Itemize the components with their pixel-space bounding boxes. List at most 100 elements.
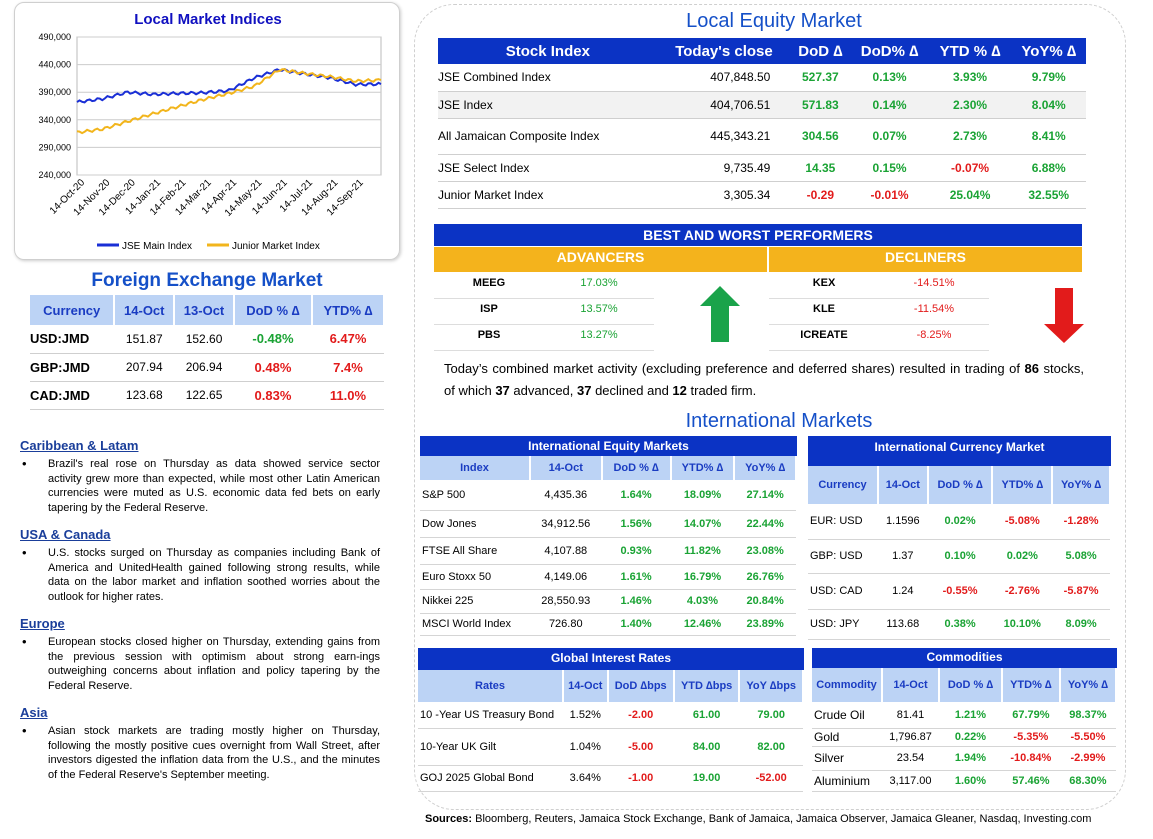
intl-change: 14.07% xyxy=(670,510,735,538)
equity-close: 9,735.49 xyxy=(657,154,791,182)
intl-currency-title: International Currency Market xyxy=(808,436,1111,466)
fx-row: CAD:JMD 123.68 122.65 0.83% 11.0% xyxy=(30,381,384,410)
fx-header-cell: 14-Oct xyxy=(114,295,176,325)
equity-yoy: 32.55% xyxy=(1011,181,1086,209)
fx-ytd: 7.4% xyxy=(312,353,384,382)
intl-name: USD: JPY xyxy=(808,609,878,640)
intl-header-cell: YTD% ∆ xyxy=(992,466,1054,504)
intl-row: Crude Oil 81.41 1.21% 67.79% 98.37% xyxy=(812,702,1116,729)
intl-change: 1.56% xyxy=(601,510,671,538)
commodities-table: Commodity 14-Oct DoD % ∆ YTD% ∆ YoY% ∆ Crude … xyxy=(812,668,1118,792)
intl-header-cell: DoD % ∆ xyxy=(939,668,1003,702)
performer-ticker: KLE xyxy=(813,303,835,315)
intl-value: 4,107.88 xyxy=(530,537,602,565)
intl-header-cell: Currency xyxy=(808,466,879,504)
local-indices-panel: Local Market Indices 490,000 440,000 390,0… xyxy=(14,2,400,260)
intl-header-cell: YoY% ∆ xyxy=(734,456,797,480)
fx-header-cell: 13-Oct xyxy=(174,295,235,325)
intl-row: S&P 500 4,435.36 1.64% 18.09% 27.14% xyxy=(420,480,796,511)
intl-row: 10 -Year US Treasury Bond 1.52% -2.00 61.00… xyxy=(418,702,803,729)
performer-row: KLE -11.54% xyxy=(769,299,989,325)
intl-change: 67.79% xyxy=(1001,702,1060,729)
intl-change: -5.00 xyxy=(607,728,674,766)
performer-row: ICREATE -8.25% xyxy=(769,325,989,351)
intl-row: Dow Jones 34,912.56 1.56% 14.07% 22.44% xyxy=(420,510,796,538)
intl-name: 10 -Year US Treasury Bond xyxy=(418,702,563,729)
intl-name: Nikkei 225 xyxy=(420,589,530,614)
intl-row: Aluminium 3,117.00 1.60% 57.46% 68.30% xyxy=(812,770,1116,792)
intl-change: 1.46% xyxy=(601,589,671,614)
intl-change: 1.61% xyxy=(601,564,671,590)
intl-header-cell: DoD ∆bps xyxy=(607,670,675,702)
y-tick-label: 440,000 xyxy=(38,60,71,70)
intl-change: 12.46% xyxy=(670,613,735,636)
equity-dod: -0.29 xyxy=(790,181,851,209)
intl-change: 1.60% xyxy=(939,770,1002,792)
sources-line: Sources: Bloomberg, Reuters, Jamaica Sto… xyxy=(425,813,1092,825)
intl-change: 0.10% xyxy=(927,539,993,574)
intl-change: 11.82% xyxy=(670,537,735,565)
performer-ticker: ICREATE xyxy=(800,329,848,341)
equity-yoy: 6.88% xyxy=(1011,154,1086,182)
intl-value: 28,550.93 xyxy=(530,589,602,614)
equity-dod: 527.37 xyxy=(790,64,851,92)
intl-currency-table: Currency 14-Oct DoD % ∆ YTD% ∆ YoY% ∆ EUR: US… xyxy=(808,466,1111,640)
equity-ytd: 2.30% xyxy=(928,91,1012,119)
legend-label: Junior Market Index xyxy=(232,241,320,252)
intl-name: FTSE All Share xyxy=(420,537,530,565)
intl-equity-title: International Equity Markets xyxy=(420,436,797,456)
news-block: Europe European stocks closed higher on T… xyxy=(20,616,380,693)
intl-name: MSCI World Index xyxy=(420,613,530,636)
intl-name: GBP: USD xyxy=(808,539,878,574)
equity-name: JSE Select Index xyxy=(438,154,658,182)
fx-14oct: 123.68 xyxy=(114,381,175,410)
intl-row: USD: CAD 1.24 -0.55% -2.76% -5.87% xyxy=(808,573,1110,610)
commodities-title: Commodities xyxy=(812,648,1117,668)
intl-value: 34,912.56 xyxy=(530,510,602,538)
performer-pct: -14.51% xyxy=(913,277,955,289)
equity-row: JSE Index 404,706.51 571.83 0.14% 2.30% 8.04% xyxy=(438,91,1086,119)
equity-dodp: 0.07% xyxy=(850,118,929,155)
fx-currency: GBP:JMD xyxy=(30,353,115,382)
equity-close: 407,848.50 xyxy=(657,64,791,92)
intl-change: 1.21% xyxy=(939,702,1002,729)
intl-change: 57.46% xyxy=(1001,770,1060,792)
intl-change: -1.00 xyxy=(607,765,674,792)
intl-row: GOJ 2025 Global Bond 3.64% -1.00 19.00 -52.0… xyxy=(418,765,803,792)
intl-change: 98.37% xyxy=(1059,702,1116,729)
news-list: Asian stock markets are trading mostly h… xyxy=(20,724,380,782)
fx-dod: -0.48% xyxy=(233,325,312,354)
intl-change: -2.99% xyxy=(1059,746,1116,771)
equity-ytd: 3.93% xyxy=(928,64,1012,92)
equity-dodp: 0.14% xyxy=(850,91,929,119)
equity-dodp: 0.15% xyxy=(850,154,929,182)
performers-title: BEST AND WORST PERFORMERS xyxy=(434,224,1082,246)
news-item: Brazil's real rose on Thursday as data s… xyxy=(20,457,380,515)
intl-header-cell: YoY% ∆ xyxy=(1052,466,1111,504)
intl-value: 1.52% xyxy=(563,702,608,729)
intl-change: 61.00 xyxy=(673,702,740,729)
equity-header-cell: Today's close xyxy=(675,42,773,60)
news-block: Caribbean & Latam Brazil's real rose on T… xyxy=(20,438,380,515)
intl-value: 113.68 xyxy=(878,609,928,640)
intl-header-cell: Commodity xyxy=(812,668,883,702)
news-region-heading: Caribbean & Latam xyxy=(20,438,139,453)
intl-change: 23.08% xyxy=(734,537,796,565)
intl-change: 18.09% xyxy=(670,480,735,511)
intl-header-cell: YTD% ∆ xyxy=(670,456,736,480)
intl-row: USD: JPY 113.68 0.38% 10.10% 8.09% xyxy=(808,609,1110,640)
performer-pct: 13.27% xyxy=(580,329,618,341)
intl-value: 3.64% xyxy=(563,765,608,792)
intl-header-cell: 14-Oct xyxy=(878,466,929,504)
intl-value: 4,435.36 xyxy=(530,480,602,511)
y-tick-label: 290,000 xyxy=(38,142,71,152)
y-tick-label: 490,000 xyxy=(38,32,71,42)
news-list: Brazil's real rose on Thursday as data s… xyxy=(20,457,380,515)
equity-name: JSE Combined Index xyxy=(438,64,658,92)
fx-14oct: 151.87 xyxy=(114,325,175,354)
intl-change: -10.84% xyxy=(1001,746,1060,771)
intl-row: Nikkei 225 28,550.93 1.46% 4.03% 20.84% xyxy=(420,589,796,614)
y-tick-label: 240,000 xyxy=(38,170,71,180)
intl-change: -52.00 xyxy=(739,765,803,792)
intl-name: Euro Stoxx 50 xyxy=(420,564,530,590)
